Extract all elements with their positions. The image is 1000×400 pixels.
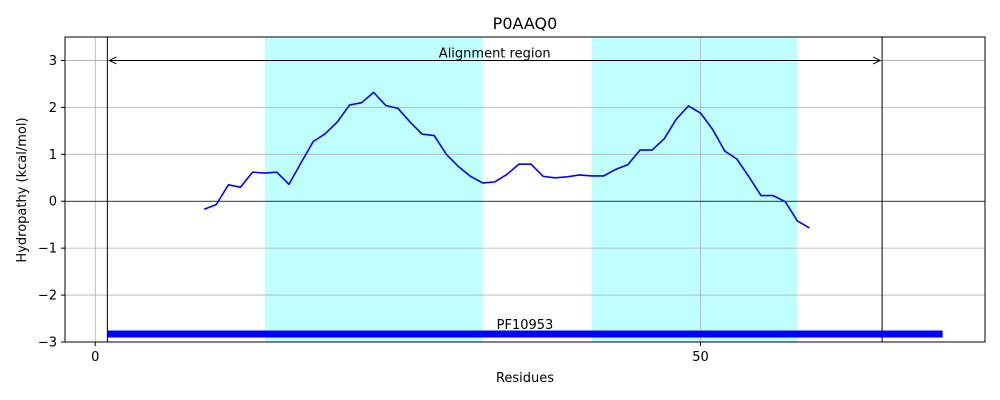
shaded-region-1 (264, 37, 483, 342)
y-axis-ticks: −3 −2 −1 0 1 2 3 (38, 54, 65, 351)
shaded-regions (264, 37, 798, 342)
x-tick-label: 50 (692, 350, 709, 365)
domain-bar (107, 330, 943, 338)
y-tick-label: 3 (49, 54, 57, 69)
grid-lines (65, 37, 985, 343)
series-line-1 (203, 91, 810, 229)
alignment-arrow-left-head (108, 56, 117, 65)
alignment-arrow-right-head (872, 56, 882, 65)
y-tick-label: 2 (49, 101, 57, 116)
x-tick-label: 0 (91, 350, 99, 365)
alignment-arrow (108, 56, 882, 65)
x-axis-ticks: 0 50 (91, 342, 709, 365)
y-axis-label: Hydropathy (kcal/mol) (15, 117, 30, 262)
shaded-region-2 (591, 37, 798, 342)
y-tick-label: 1 (49, 148, 57, 163)
chart-title: P0AAQ0 (493, 14, 558, 33)
x-axis-label: Residues (496, 371, 554, 386)
domain-label: PF10953 (497, 318, 554, 333)
alignment-boundaries (106, 37, 883, 342)
y-tick-label: 0 (49, 195, 57, 210)
plot-frame (64, 36, 986, 343)
y-tick-label: −1 (38, 242, 57, 257)
series-group (203, 91, 810, 229)
domain-bar-group (107, 330, 943, 338)
alignment-region-label: Alignment region (439, 46, 551, 61)
y-tick-label: −2 (38, 289, 57, 304)
y-tick-label: −3 (38, 336, 57, 351)
